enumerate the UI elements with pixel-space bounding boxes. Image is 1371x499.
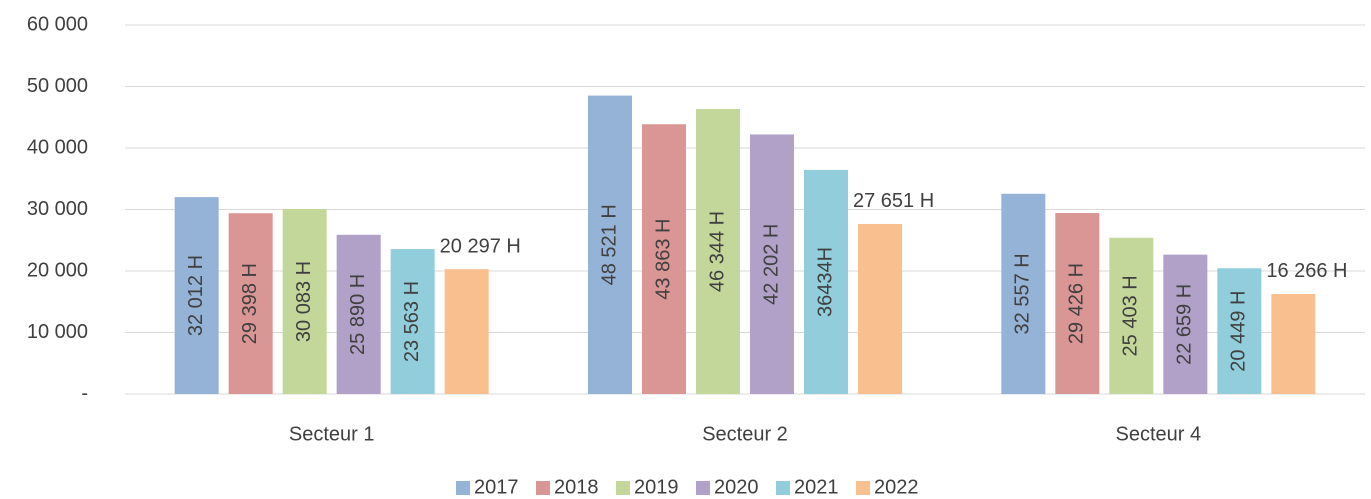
bar: [696, 108, 740, 394]
data-label: 25 403 H: [1120, 275, 1142, 356]
legend-label: 2017: [474, 476, 519, 498]
y-tick-label: 30 000: [27, 198, 88, 220]
data-label: 20 297 H: [440, 235, 521, 257]
bar: [336, 234, 381, 394]
data-label: 27 651 H: [853, 190, 934, 212]
data-label: 48 521 H: [598, 204, 620, 285]
bar: [642, 124, 686, 394]
data-label: 32 012 H: [185, 255, 207, 336]
bar: [282, 208, 327, 394]
legend-swatch: [776, 481, 790, 495]
bar: [1109, 237, 1154, 394]
legend-label: 2021: [794, 476, 839, 498]
bar: [1001, 193, 1046, 394]
bar: [750, 134, 794, 394]
bar: [588, 95, 632, 394]
data-label: 22 659 H: [1174, 284, 1196, 365]
x-tick-label: Secteur 4: [1116, 423, 1202, 445]
y-tick-label: 10 000: [27, 321, 88, 343]
legend-label: 2022: [874, 476, 919, 498]
data-label: 16 266 H: [1266, 260, 1347, 282]
x-tick-label: Secteur 2: [702, 423, 788, 445]
legend-label: 2020: [714, 476, 759, 498]
bar: [1055, 213, 1100, 394]
legend-swatch: [616, 481, 630, 495]
data-label: 20 449 H: [1228, 291, 1250, 372]
data-label: 43 863 H: [652, 219, 674, 300]
data-label: 46 344 H: [706, 211, 728, 292]
data-label: 25 890 H: [347, 274, 369, 355]
data-label: 36434H: [814, 247, 836, 317]
bar: [1271, 293, 1316, 394]
data-label: 29 426 H: [1066, 263, 1088, 344]
y-tick-label: 60 000: [27, 13, 88, 35]
bar: [228, 213, 273, 394]
legend-swatch: [536, 481, 550, 495]
bar: [174, 197, 219, 394]
data-label: 42 202 H: [760, 224, 782, 305]
y-tick-label: 40 000: [27, 136, 88, 158]
bar: [858, 223, 902, 394]
bar: [390, 249, 435, 394]
y-tick-label: 20 000: [27, 259, 88, 281]
y-tick-label: -: [81, 382, 88, 404]
data-label: 23 563 H: [401, 281, 423, 362]
legend-swatch: [856, 481, 870, 495]
bar: [444, 269, 489, 394]
data-label: 30 083 H: [293, 261, 315, 342]
legend-swatch: [456, 481, 470, 495]
bar: [804, 169, 848, 394]
legend-label: 2019: [634, 476, 679, 498]
x-tick-label: Secteur 1: [289, 423, 375, 445]
legend-label: 2018: [554, 476, 599, 498]
legend-swatch: [696, 481, 710, 495]
y-tick-label: 50 000: [27, 75, 88, 97]
bar: [1217, 268, 1262, 394]
data-label: 29 398 H: [239, 263, 261, 344]
bar: [1163, 254, 1208, 394]
data-label: 32 557 H: [1012, 253, 1034, 334]
